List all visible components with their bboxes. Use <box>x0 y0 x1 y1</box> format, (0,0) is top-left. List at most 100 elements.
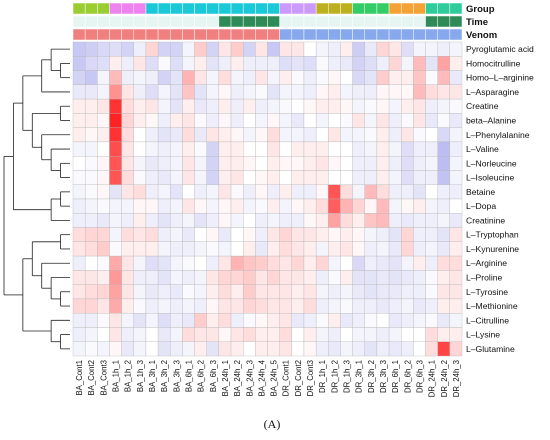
heatmap-cell <box>182 227 195 242</box>
heatmap-cell <box>97 184 110 200</box>
heatmap-cell <box>194 56 207 71</box>
annotation-cell <box>170 15 183 28</box>
column-label: BA_3h_1 <box>148 360 157 392</box>
heatmap-cell <box>145 98 159 114</box>
heatmap-cell <box>230 84 244 100</box>
heatmap-cell <box>388 270 402 285</box>
annotation-cell <box>182 2 195 15</box>
annotation-cell <box>437 15 451 28</box>
heatmap-cell <box>157 41 171 57</box>
heatmap-cell <box>182 127 195 143</box>
heatmap-cell <box>413 127 426 143</box>
annotation-cell <box>230 2 244 15</box>
heatmap-cell <box>194 70 207 85</box>
heatmap-cell <box>413 284 426 300</box>
heatmap-cell <box>449 113 463 128</box>
column-label: DR_6h_2 <box>403 360 412 393</box>
heatmap-cell <box>279 56 292 71</box>
heatmap-cell <box>121 113 134 128</box>
heatmap-cell <box>84 41 98 57</box>
heatmap-cell <box>352 98 365 114</box>
heatmap-cell <box>206 255 220 271</box>
heatmap-cell <box>206 113 220 128</box>
heatmap-cell <box>328 327 341 342</box>
heatmap-cell <box>279 141 292 157</box>
heatmap-cell <box>230 198 244 214</box>
heatmap-cell <box>279 156 292 171</box>
heatmap-cell <box>133 313 147 328</box>
heatmap-cell <box>425 84 438 100</box>
heatmap-cell <box>364 241 378 257</box>
heatmap-cell <box>340 313 353 328</box>
heatmap-cell <box>291 84 305 100</box>
heatmap-cell <box>157 156 171 171</box>
heatmap-cell <box>255 170 268 185</box>
heatmap-cell <box>401 241 414 257</box>
heatmap-cell <box>267 270 280 285</box>
heatmap-cell <box>340 98 353 114</box>
heatmap-cell <box>401 227 414 242</box>
column-label: DR_1h_1 <box>318 360 327 393</box>
heatmap-cell <box>352 170 365 185</box>
heatmap-cell <box>255 327 268 342</box>
heatmap-cell <box>291 41 305 57</box>
heatmap-cell <box>425 113 438 128</box>
heatmap-cell <box>182 84 195 100</box>
heatmap-cell <box>267 41 280 57</box>
heatmap-cell <box>364 156 378 171</box>
heatmap-cell <box>218 127 232 143</box>
heatmap-cell <box>413 227 426 242</box>
heatmap-cell <box>413 70 426 85</box>
heatmap-cell <box>255 127 268 143</box>
column-label: BA_Cont1 <box>75 360 84 396</box>
heatmap-cell <box>206 313 220 328</box>
heatmap-cell <box>267 198 280 214</box>
heatmap-cell <box>255 284 268 300</box>
column-label: BA_24h_1 <box>221 360 230 396</box>
heatmap-cell <box>364 270 378 285</box>
column-annotations: Group Time Venom <box>72 2 497 41</box>
annotation-cell <box>170 28 183 41</box>
heatmap-cell <box>170 270 183 285</box>
heatmap-cell <box>170 341 183 357</box>
heatmap-cell <box>182 284 195 300</box>
heatmap-cell <box>267 141 280 157</box>
heatmap-cell <box>145 113 159 128</box>
heatmap-cell <box>206 70 220 85</box>
heatmap-cell <box>170 213 183 228</box>
heatmap-cell <box>279 127 292 143</box>
annotation-cell <box>449 28 463 41</box>
heatmap-cell <box>121 313 134 328</box>
heatmap-cell <box>97 227 110 242</box>
heatmap-cell <box>145 198 159 214</box>
column-label: DR_24h_2 <box>440 360 449 397</box>
heatmap-cell <box>303 255 317 271</box>
annotation-cell <box>388 15 402 28</box>
heatmap-cell <box>230 327 244 342</box>
heatmap-cell <box>315 327 329 342</box>
row-label: L–Phenylalanine <box>466 130 530 140</box>
annotation-cell <box>400 15 414 28</box>
annotation-cell <box>255 2 268 15</box>
heatmap-cell <box>303 70 317 85</box>
annotation-cell <box>72 28 86 41</box>
heatmap-cell <box>364 255 378 271</box>
annotation-cell <box>291 2 305 15</box>
heatmap-cell <box>109 113 122 128</box>
heatmap-cell <box>425 270 438 285</box>
heatmap-cell <box>194 198 207 214</box>
row-label: L–Norleucine <box>466 158 517 168</box>
heatmap-cell <box>291 113 305 128</box>
heatmap-cell <box>133 84 147 100</box>
column-label: DR_3h_1 <box>355 360 364 393</box>
heatmap-cell <box>109 170 122 185</box>
heatmap-cell <box>328 98 341 114</box>
heatmap-cell <box>72 270 86 285</box>
heatmap-cell <box>84 313 98 328</box>
heatmap-cell <box>109 98 122 114</box>
heatmap-cell <box>230 98 244 114</box>
heatmap-cell <box>97 113 110 128</box>
heatmap-cell <box>109 255 122 271</box>
heatmap-cell <box>425 98 438 114</box>
